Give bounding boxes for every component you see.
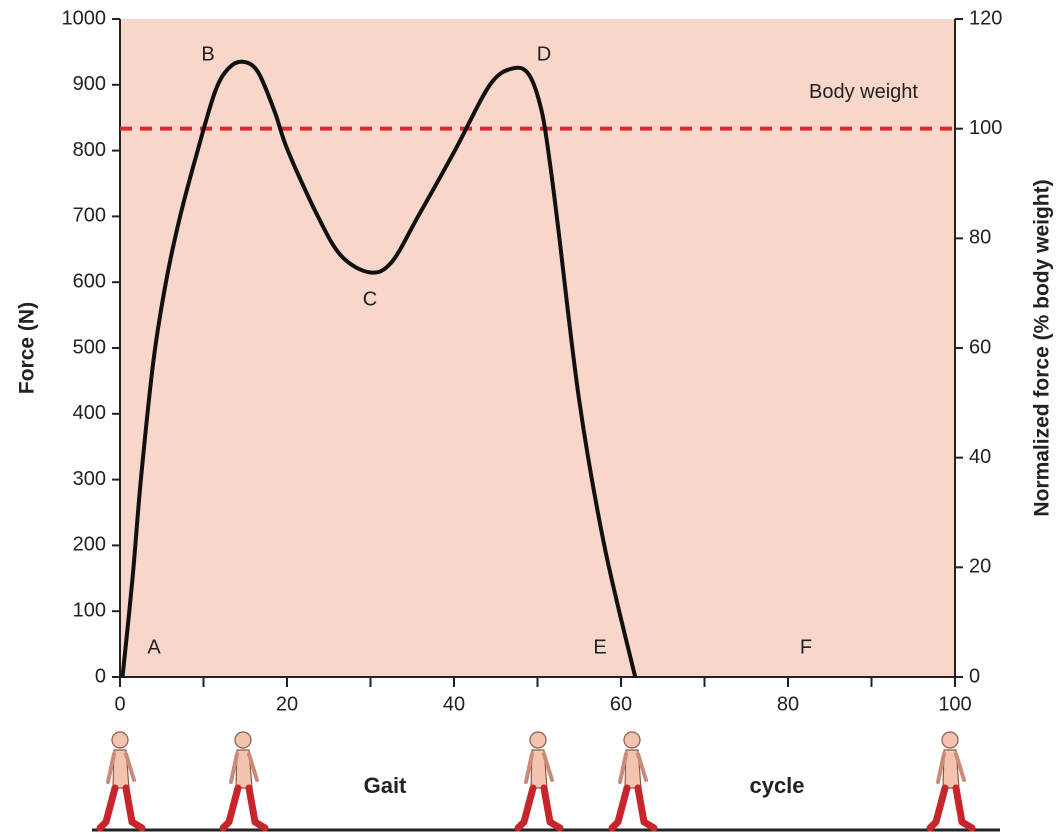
x-tick-label: 20: [276, 693, 298, 715]
y-tick-label: 600: [73, 270, 106, 292]
y2-tick-label: 40: [969, 446, 991, 468]
y2-tick-label: 60: [969, 336, 991, 358]
y2-tick-label: 20: [969, 556, 991, 578]
x-tick-label: 60: [610, 693, 632, 715]
gait-figure: [612, 732, 654, 828]
y2-tick-label: 80: [969, 227, 991, 249]
y-tick-label: 500: [73, 336, 106, 358]
y2-tick-label: 0: [969, 665, 980, 687]
point-label: B: [201, 43, 214, 65]
gait-figure: [223, 732, 265, 828]
x-tick-label: 40: [443, 693, 465, 715]
x-axis-title: Gait: [364, 773, 407, 798]
y-tick-label: 1000: [62, 7, 107, 29]
y-tick-label: 200: [73, 534, 106, 556]
y-tick-label: 300: [73, 468, 106, 490]
gait-figure: [518, 732, 560, 828]
x-tick-label: 100: [938, 693, 971, 715]
gait-figure: [930, 732, 972, 828]
point-label: A: [147, 636, 161, 658]
y-tick-label: 0: [95, 665, 106, 687]
point-label: C: [363, 288, 377, 310]
y-axis-title: Force (N): [16, 302, 39, 394]
body-weight-label: Body weight: [809, 81, 918, 103]
point-label: E: [593, 636, 606, 658]
force-line: [120, 59, 638, 678]
x-axis-title: cycle: [749, 773, 804, 798]
y-tick-label: 100: [73, 599, 106, 621]
point-label: F: [800, 636, 812, 658]
gait-figure: [100, 732, 142, 828]
point-label: D: [537, 43, 551, 65]
y-tick-label: 700: [73, 205, 106, 227]
plot-background: [120, 19, 955, 677]
y-tick-label: 900: [73, 73, 106, 95]
x-tick-label: 0: [114, 693, 125, 715]
y2-tick-label: 100: [969, 117, 1002, 139]
y2-tick-label: 120: [969, 7, 1002, 29]
y2-axis-title: Normalized force (% body weight): [1031, 179, 1054, 516]
x-tick-label: 80: [777, 693, 799, 715]
y-tick-label: 400: [73, 402, 106, 424]
y-tick-label: 800: [73, 139, 106, 161]
